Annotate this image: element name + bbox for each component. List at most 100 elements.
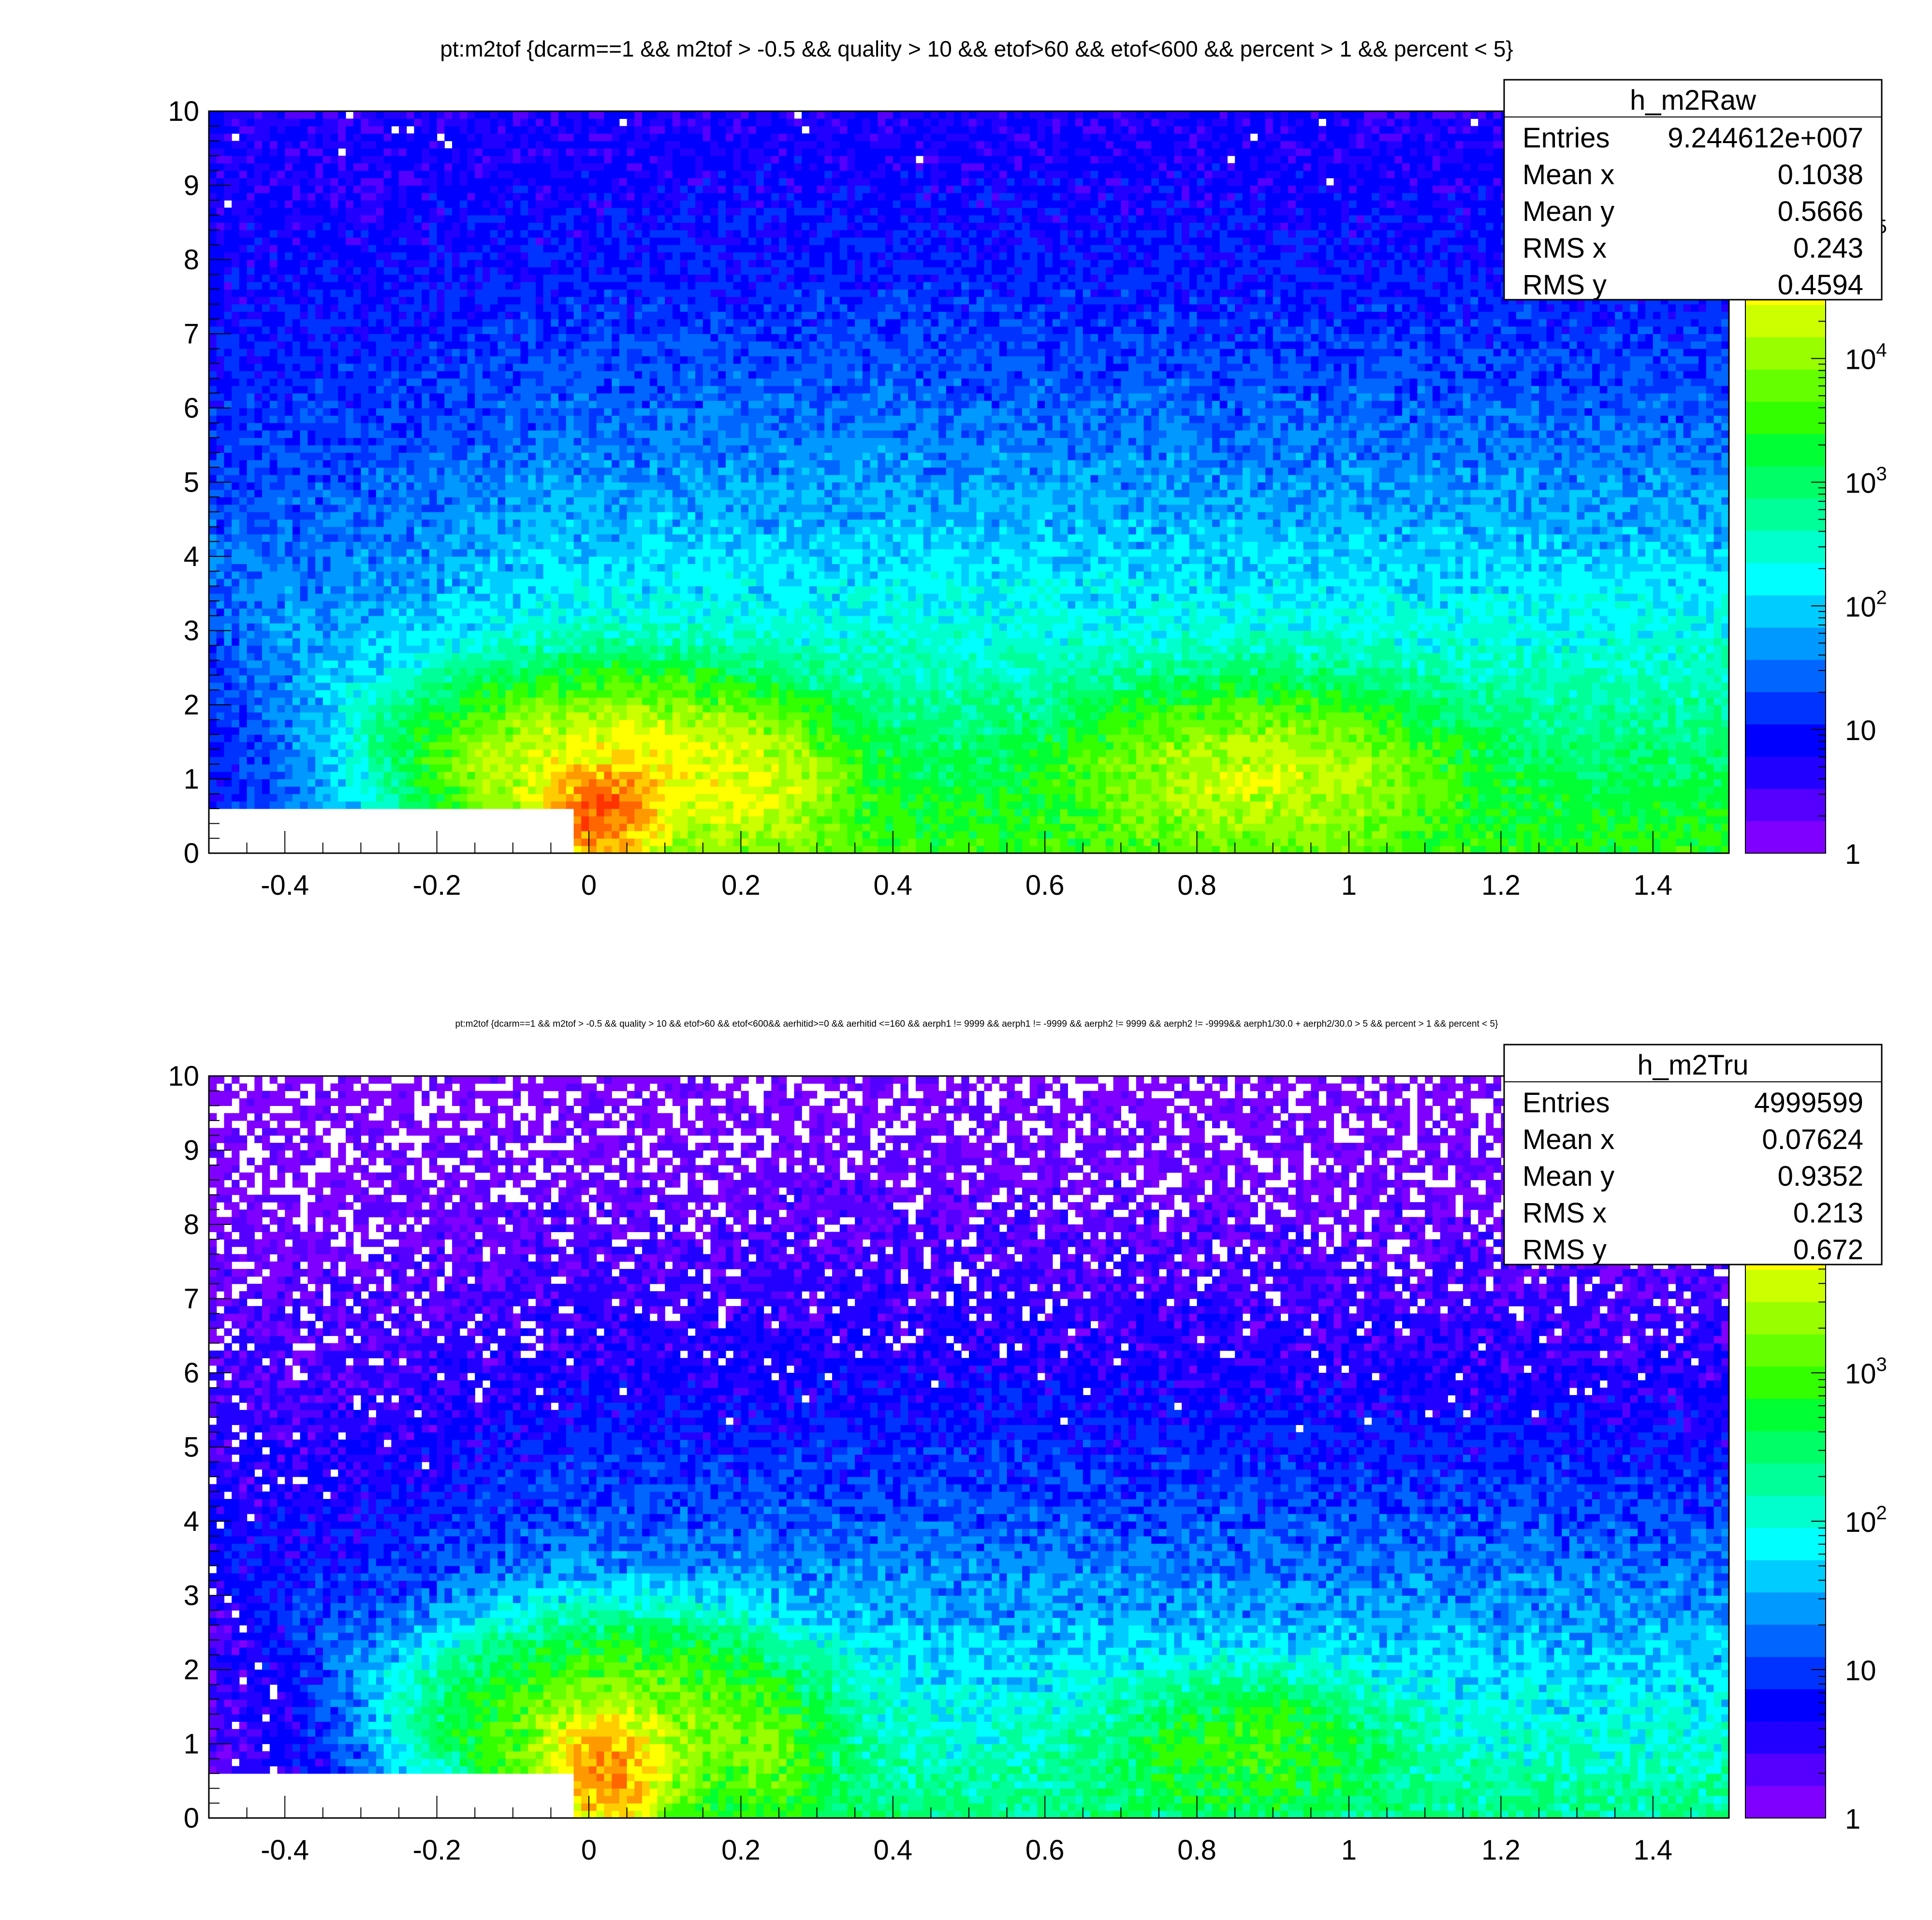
heatmap-cell <box>331 178 338 186</box>
heatmap-cell <box>368 786 376 794</box>
heatmap-cell <box>452 564 460 571</box>
heatmap-cell <box>407 393 414 401</box>
heatmap-cell <box>467 334 475 342</box>
heatmap-cell <box>368 171 376 178</box>
heatmap-cell <box>277 178 285 186</box>
heatmap-cell <box>307 482 315 490</box>
heatmap-cell <box>232 467 239 475</box>
heatmap-cell <box>285 571 293 579</box>
heatmap-cell <box>407 490 414 497</box>
heatmap-cell <box>254 156 262 163</box>
heatmap-cell <box>300 193 308 201</box>
heatmap-cell <box>315 364 323 371</box>
heatmap-cell <box>460 616 468 624</box>
heatmap-cell <box>376 586 384 594</box>
heatmap-cell <box>323 512 331 520</box>
heatmap-cell <box>437 564 445 571</box>
heatmap-cell <box>399 549 407 557</box>
heatmap-cell <box>331 668 338 675</box>
heatmap-cell <box>376 534 384 542</box>
heatmap-cell <box>254 430 262 438</box>
heatmap-cell <box>368 311 376 319</box>
heatmap-cell <box>437 252 445 260</box>
heatmap-cell <box>331 638 338 646</box>
heatmap-cell <box>346 497 353 505</box>
heatmap-cell <box>277 437 285 445</box>
heatmap-cell <box>353 215 361 223</box>
heatmap-cell <box>270 712 278 720</box>
heatmap-cell <box>444 252 452 260</box>
heatmap-cell <box>361 200 368 208</box>
heatmap-cell <box>277 341 285 349</box>
heatmap-cell <box>285 408 293 416</box>
heatmap-cell <box>293 712 300 720</box>
heatmap-cell <box>391 193 399 201</box>
heatmap-cell <box>209 608 217 616</box>
heatmap-cell <box>467 653 475 661</box>
heatmap-cell <box>254 771 262 779</box>
heatmap-cell <box>262 452 270 460</box>
heatmap-cell <box>407 148 414 156</box>
heatmap-cell <box>300 245 308 252</box>
heatmap-cell <box>262 163 270 171</box>
heatmap-cell <box>247 141 255 148</box>
heatmap-cell <box>376 497 384 505</box>
heatmap-cell <box>444 401 452 408</box>
heatmap-cell <box>483 541 490 549</box>
heatmap-cell <box>232 393 239 401</box>
heatmap-cell <box>407 386 414 393</box>
heatmap-cell <box>384 163 392 171</box>
heatmap-cell <box>323 275 331 282</box>
heatmap-cell <box>232 297 239 305</box>
heatmap-cell <box>293 623 300 631</box>
heatmap-cell <box>460 527 468 535</box>
heatmap-cell <box>300 178 308 186</box>
heatmap-cell <box>391 720 399 727</box>
heatmap-cell <box>285 601 293 609</box>
heatmap-cell <box>270 297 278 305</box>
heatmap-cell <box>368 282 376 290</box>
heatmap-cell <box>247 541 255 549</box>
heatmap-cell <box>232 497 239 505</box>
heatmap-cell <box>323 118 331 126</box>
heatmap-cell <box>353 423 361 431</box>
heatmap-cell <box>407 437 414 445</box>
heatmap-cell <box>338 631 346 639</box>
heatmap-cell <box>307 668 315 675</box>
heatmap-cell <box>368 237 376 245</box>
heatmap-cell <box>376 141 384 148</box>
heatmap-cell <box>368 490 376 497</box>
heatmap-cell <box>361 282 368 290</box>
heatmap-cell <box>460 675 468 683</box>
heatmap-cell <box>384 712 392 720</box>
heatmap-cell <box>346 260 353 267</box>
heatmap-cell <box>277 698 285 705</box>
heatmap-cell <box>399 786 407 794</box>
heatmap-cell <box>262 401 270 408</box>
heatmap-cell <box>414 289 422 297</box>
heatmap-cell <box>399 556 407 564</box>
heatmap-cell <box>338 756 346 764</box>
heatmap-cell <box>483 564 490 571</box>
heatmap-cell <box>414 148 422 156</box>
heatmap-cell <box>285 660 293 668</box>
heatmap-cell <box>414 126 422 134</box>
heatmap-cell <box>285 215 293 223</box>
heatmap-cell <box>437 423 445 431</box>
heatmap-cell <box>254 423 262 431</box>
heatmap-cell <box>285 148 293 156</box>
heatmap-cell <box>444 653 452 661</box>
heatmap-cell <box>460 742 468 750</box>
heatmap-cell <box>361 579 368 586</box>
heatmap-cell <box>300 519 308 527</box>
heatmap-cell <box>254 245 262 252</box>
heatmap-cell <box>353 690 361 698</box>
heatmap-cell <box>247 364 255 371</box>
heatmap-cell <box>232 141 239 148</box>
heatmap-cell <box>224 452 232 460</box>
heatmap-cell <box>254 460 262 467</box>
heatmap-cell <box>247 564 255 571</box>
heatmap-cell <box>307 364 315 371</box>
heatmap-cell <box>307 512 315 520</box>
heatmap-cell <box>444 734 452 742</box>
